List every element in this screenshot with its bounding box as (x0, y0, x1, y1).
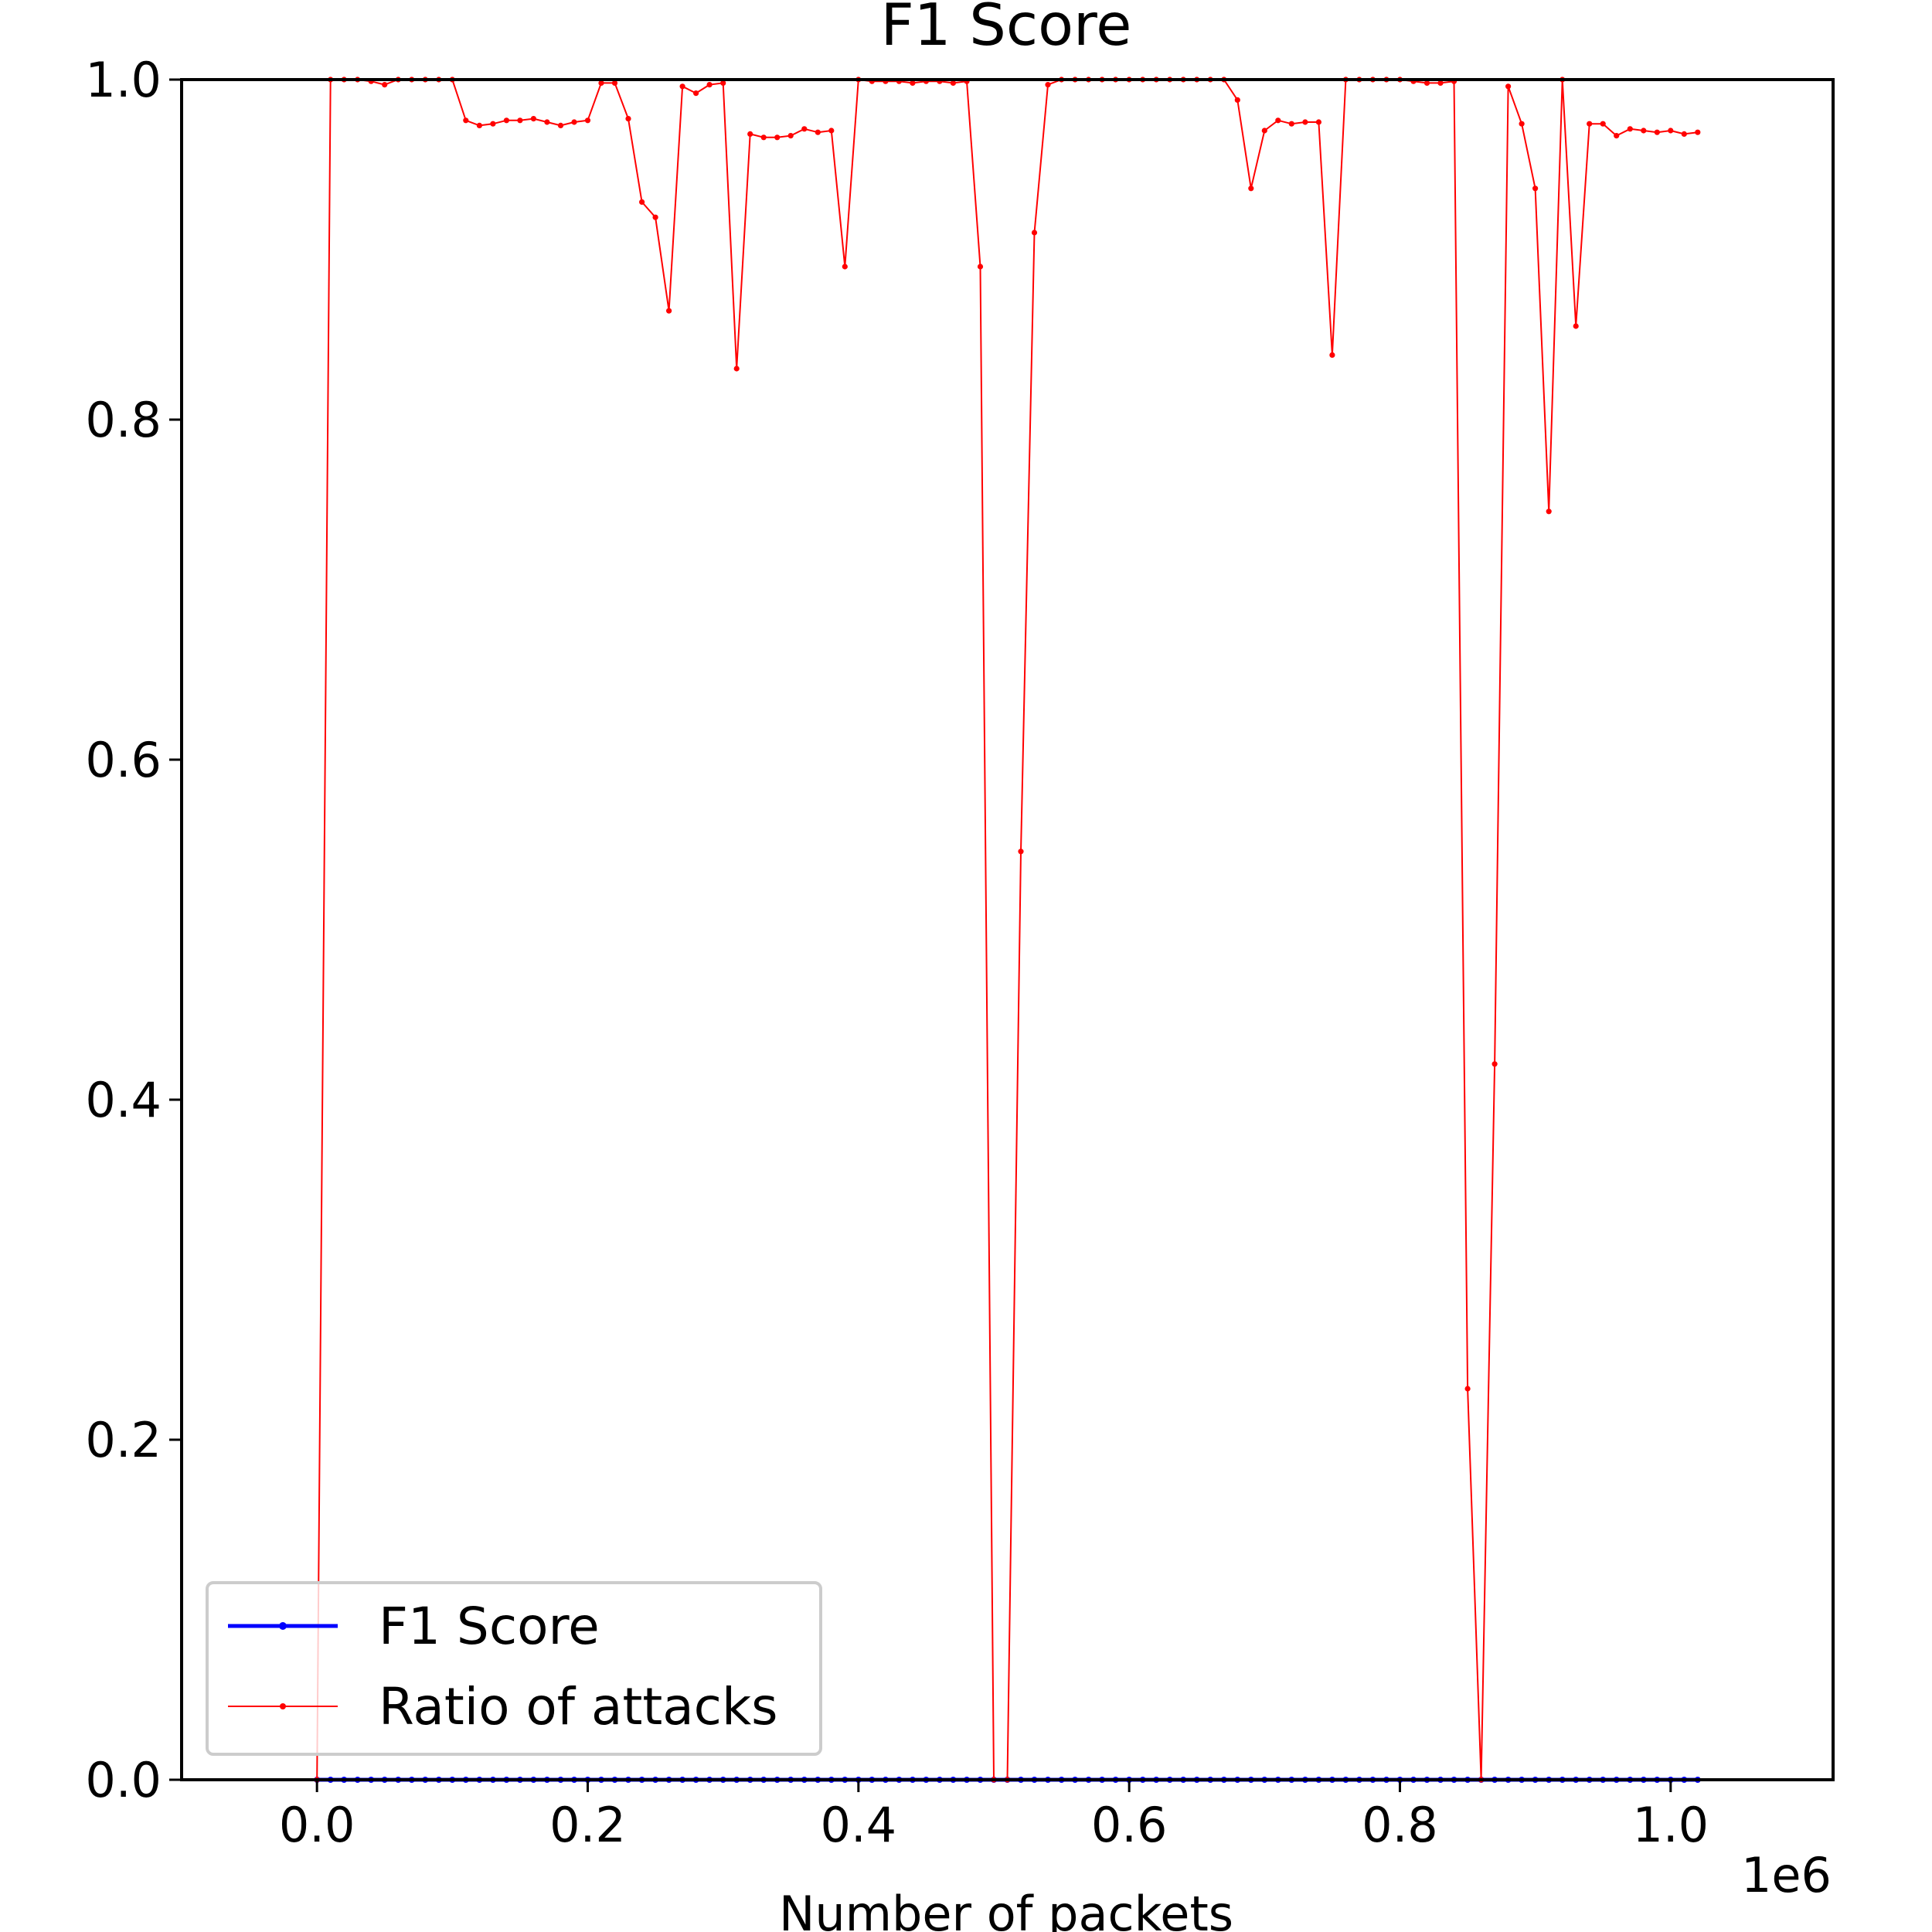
data-point-ratio-of-attacks (666, 308, 672, 314)
data-point-ratio-of-attacks (774, 134, 781, 141)
y-tick-label: 1.0 (85, 52, 162, 108)
data-point-ratio-of-attacks (977, 264, 984, 270)
data-point-ratio-of-attacks (1288, 121, 1294, 127)
x-axis-offset-label: 1e6 (1741, 1847, 1832, 1903)
x-tick-label: 0.2 (549, 1797, 626, 1853)
data-point-ratio-of-attacks (760, 134, 767, 141)
x-tick-label: 0.6 (1091, 1797, 1168, 1853)
data-point-ratio-of-attacks (1546, 509, 1552, 515)
data-point-ratio-of-attacks (733, 366, 740, 372)
legend-f1-label: F1 Score (379, 1597, 600, 1656)
data-point-ratio-of-attacks (1464, 1386, 1471, 1392)
data-point-ratio-of-attacks (1627, 126, 1633, 132)
data-point-ratio-of-attacks (1695, 129, 1701, 135)
data-point-ratio-of-attacks (1018, 849, 1024, 855)
data-point-ratio-of-attacks (1302, 119, 1308, 125)
data-point-ratio-of-attacks (1600, 121, 1606, 127)
data-point-ratio-of-attacks (747, 131, 753, 137)
data-point-ratio-of-attacks (1492, 1061, 1498, 1067)
legend-ratio-label: Ratio of attacks (379, 1677, 778, 1736)
data-point-ratio-of-attacks (1573, 323, 1579, 329)
data-point-ratio-of-attacks (1248, 185, 1254, 192)
chart-title: F1 Score (881, 0, 1132, 59)
data-point-ratio-of-attacks (1234, 97, 1240, 103)
data-point-ratio-of-attacks (1045, 82, 1051, 88)
data-point-ratio-of-attacks (584, 117, 591, 124)
data-point-ratio-of-attacks (544, 119, 550, 125)
data-point-ratio-of-attacks (530, 116, 537, 122)
data-point-ratio-of-attacks (706, 82, 713, 88)
data-point-ratio-of-attacks (950, 80, 956, 86)
x-axis-label: Number of packets (779, 1886, 1233, 1932)
data-point-ratio-of-attacks (1423, 80, 1430, 86)
data-point-ratio-of-attacks (571, 119, 577, 125)
x-tick-label: 0.8 (1362, 1797, 1438, 1853)
data-point-ratio-of-attacks (598, 80, 604, 86)
data-point-ratio-of-attacks (679, 83, 685, 90)
data-point-ratio-of-attacks (828, 128, 835, 134)
data-point-ratio-of-attacks (382, 82, 388, 88)
legend: F1 Score Ratio of attacks (206, 1581, 822, 1756)
data-point-ratio-of-attacks (639, 199, 645, 205)
x-tick-label: 0.4 (821, 1797, 897, 1853)
data-point-ratio-of-attacks (1519, 121, 1525, 127)
data-point-ratio-of-attacks (503, 117, 510, 124)
x-tick-label: 0.0 (279, 1797, 355, 1853)
data-point-ratio-of-attacks (625, 116, 631, 122)
y-tick-label: 0.2 (85, 1412, 162, 1468)
y-tick-label: 0.4 (85, 1072, 162, 1128)
data-point-ratio-of-attacks (787, 133, 794, 139)
data-point-ratio-of-attacks (815, 129, 821, 135)
legend-box (206, 1581, 822, 1756)
legend-f1-marker (279, 1622, 287, 1630)
y-tick-label: 0.8 (85, 392, 162, 448)
data-point-ratio-of-attacks (476, 122, 483, 128)
data-point-ratio-of-attacks (693, 90, 699, 97)
data-point-ratio-of-attacks (1437, 80, 1444, 86)
data-point-ratio-of-attacks (842, 264, 848, 270)
y-tick-label: 0.6 (85, 732, 162, 788)
data-point-ratio-of-attacks (1329, 352, 1335, 358)
plot-frame (180, 78, 1835, 1781)
data-point-ratio-of-attacks (1315, 119, 1321, 125)
data-point-ratio-of-attacks (1505, 83, 1512, 90)
data-point-ratio-of-attacks (1681, 131, 1687, 137)
data-point-ratio-of-attacks (1587, 121, 1593, 127)
y-tick-label: 0.0 (85, 1752, 162, 1808)
data-point-ratio-of-attacks (1031, 230, 1038, 236)
data-point-ratio-of-attacks (490, 121, 496, 127)
data-point-ratio-of-attacks (611, 80, 618, 86)
data-point-ratio-of-attacks (1641, 128, 1647, 134)
data-point-ratio-of-attacks (652, 214, 658, 220)
x-axis-ticks: 0.0 0.2 0.4 0.6 0.8 1.0 (279, 1780, 1709, 1853)
data-point-ratio-of-attacks (1614, 133, 1620, 139)
data-point-ratio-of-attacks (1532, 185, 1539, 192)
data-point-ratio-of-attacks (1654, 129, 1660, 135)
legend-ratio-marker (280, 1703, 286, 1709)
data-point-ratio-of-attacks (1668, 128, 1674, 134)
y-axis-ticks: 0.0 0.2 0.4 0.6 0.8 1.0 (85, 52, 182, 1808)
data-point-ratio-of-attacks (557, 122, 564, 128)
data-point-ratio-of-attacks (910, 80, 916, 86)
data-point-ratio-of-attacks (1261, 128, 1267, 134)
data-point-ratio-of-attacks (720, 80, 726, 86)
data-point-ratio-of-attacks (517, 117, 523, 124)
data-point-ratio-of-attacks (463, 117, 469, 124)
data-point-ratio-of-attacks (1275, 117, 1281, 124)
x-tick-label: 1.0 (1632, 1797, 1709, 1853)
data-point-ratio-of-attacks (801, 126, 808, 132)
